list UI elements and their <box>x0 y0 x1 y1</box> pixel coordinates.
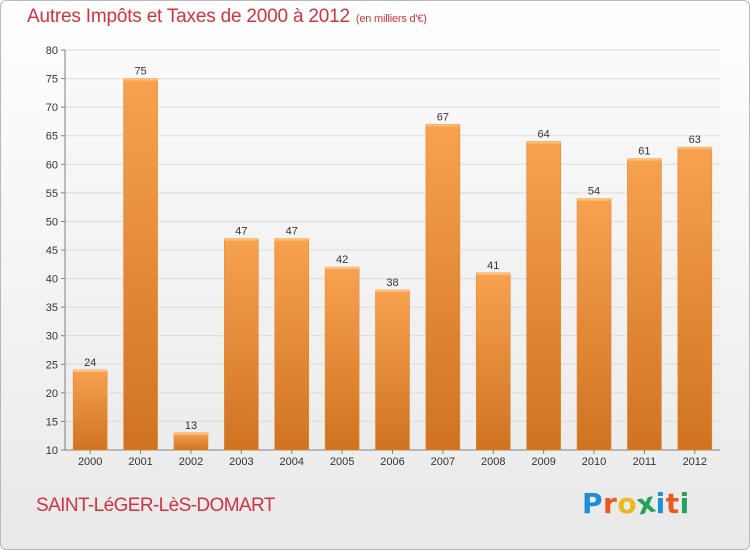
y-tick-label: 80 <box>46 45 58 57</box>
y-tick-label: 50 <box>46 216 58 228</box>
logo-letter: r <box>603 487 618 520</box>
x-tick-label: 2005 <box>330 456 354 468</box>
bar <box>627 158 662 451</box>
bar-highlight <box>526 141 561 144</box>
bar <box>224 238 259 451</box>
title-text: Autres Impôts et Taxes de 2000 à 2012 <box>27 6 350 27</box>
data-label: 64 <box>538 128 550 140</box>
bar <box>375 289 410 451</box>
data-label: 47 <box>235 226 247 238</box>
commune-name: SAINT-LéGER-LèS-DOMART <box>36 495 275 516</box>
y-tick-label: 30 <box>46 331 58 343</box>
logo-letter: i <box>655 487 666 520</box>
chart-title: Autres Impôts et Taxes de 2000 à 2012 (en… <box>27 6 427 28</box>
x-tick-label: 2004 <box>279 456 303 468</box>
unit-note: (en milliers d'€) <box>355 13 427 25</box>
y-tick-label: 65 <box>46 131 58 143</box>
x-tick-label: 2011 <box>633 456 657 468</box>
y-tick-label: 35 <box>46 302 58 314</box>
x-tick-label: 2000 <box>78 456 102 468</box>
y-tick-label: 25 <box>46 359 58 371</box>
bar <box>123 78 158 451</box>
x-tick-label: 2012 <box>683 456 707 468</box>
data-label: 38 <box>386 277 398 289</box>
y-tick-label: 60 <box>46 159 58 171</box>
bar-highlight <box>577 198 612 201</box>
logo-letter: P <box>582 487 604 520</box>
logo-letter: t <box>665 487 680 520</box>
bar <box>425 123 461 451</box>
bar <box>173 432 209 451</box>
logo-letter: o <box>617 487 638 520</box>
bar <box>324 266 360 451</box>
y-tick-label: 40 <box>46 274 58 286</box>
proxiti-logo: Proxiti <box>582 485 690 521</box>
y-tick-label: 45 <box>46 245 58 257</box>
data-label: 42 <box>336 254 348 266</box>
y-tick-label: 75 <box>46 74 58 86</box>
x-tick-label: 2008 <box>481 456 505 468</box>
bar-highlight <box>476 272 511 275</box>
x-tick-label: 2001 <box>128 456 152 468</box>
y-tick-label: 55 <box>46 188 58 200</box>
y-tick-label: 20 <box>46 388 58 400</box>
data-label: 54 <box>588 186 600 198</box>
x-tick-label: 2009 <box>531 456 555 468</box>
bar-highlight <box>677 147 712 150</box>
bar <box>576 198 612 451</box>
bar <box>526 141 561 451</box>
data-label: 47 <box>286 226 298 238</box>
bar-highlight <box>325 267 360 270</box>
bar <box>72 369 108 451</box>
bar-highlight <box>73 370 108 372</box>
data-label: 24 <box>84 357 96 369</box>
data-label: 61 <box>638 146 650 158</box>
x-tick-label: 2006 <box>380 456 404 468</box>
data-label: 63 <box>689 134 701 146</box>
bar-highlight <box>173 432 208 435</box>
bar-highlight <box>627 158 662 161</box>
bar-highlight <box>425 124 460 127</box>
bar-highlight <box>375 290 410 292</box>
x-tick-label: 2003 <box>229 456 253 468</box>
bar-highlight <box>274 238 309 241</box>
bar-highlight <box>123 78 158 81</box>
x-tick-label: 2010 <box>582 456 606 468</box>
y-tick-label: 15 <box>46 416 58 428</box>
x-tick-label: 2007 <box>431 456 455 468</box>
bar <box>677 146 713 451</box>
y-tick-label: 10 <box>46 445 58 457</box>
logo-letter: i <box>679 487 690 520</box>
data-label: 67 <box>437 111 449 123</box>
y-tick-label: 70 <box>46 102 58 114</box>
data-label: 13 <box>185 420 197 432</box>
bar-highlight <box>224 238 259 241</box>
data-label: 41 <box>487 260 499 272</box>
bar <box>274 238 310 451</box>
bar <box>475 272 511 451</box>
x-tick-label: 2002 <box>179 456 203 468</box>
data-label: 75 <box>134 66 146 78</box>
